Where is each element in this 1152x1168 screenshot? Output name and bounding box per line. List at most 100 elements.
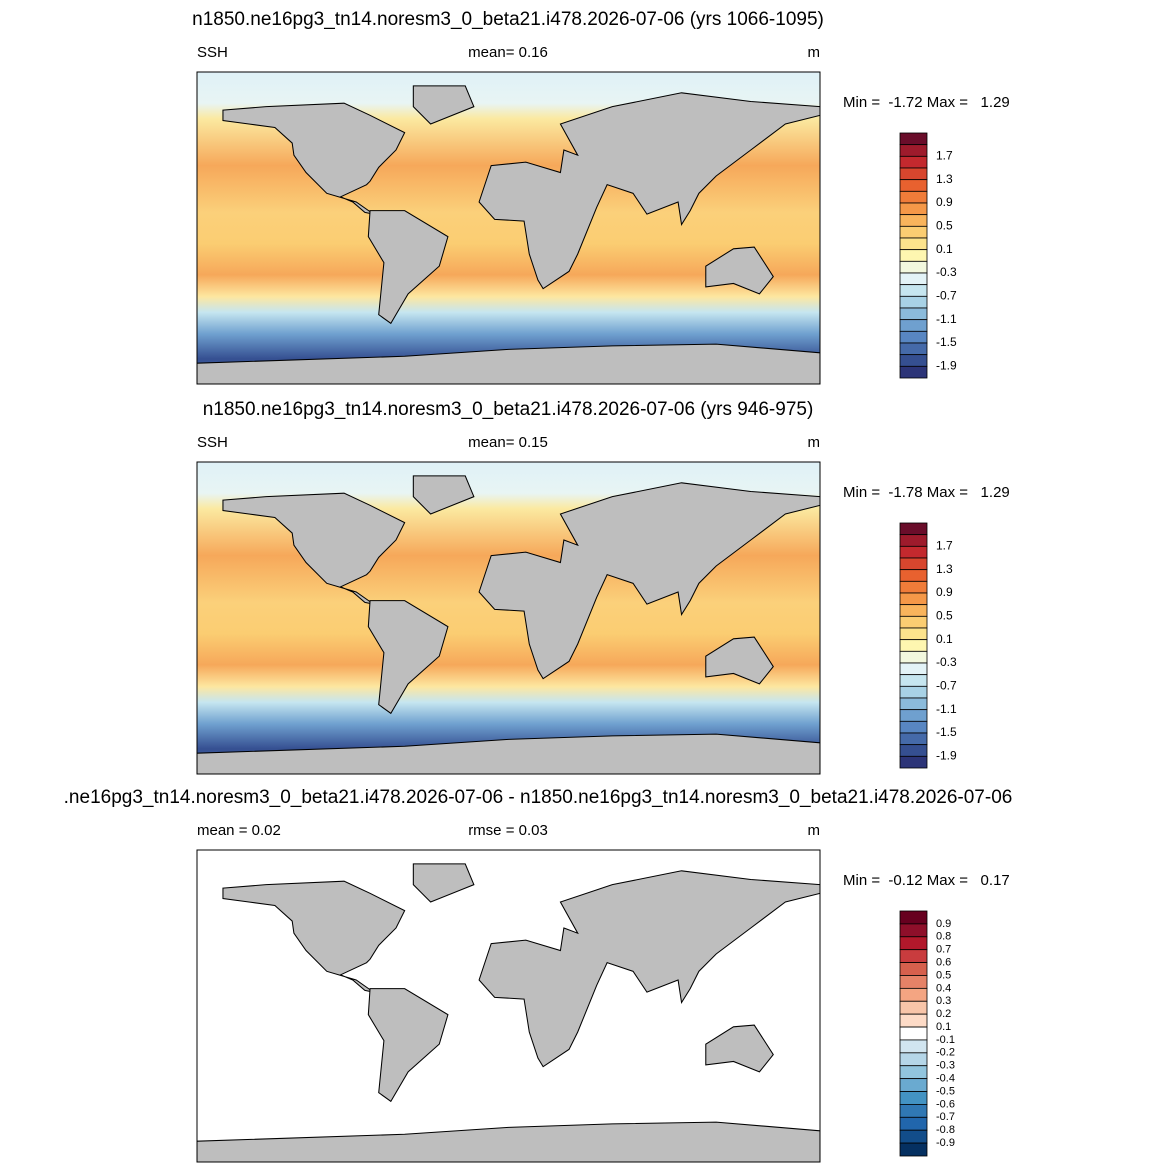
colorbar-box (899, 1078, 928, 1092)
colorbar-box (899, 354, 928, 367)
colorbar-label: 0.3 (936, 995, 951, 1007)
colorbar-box (899, 1013, 928, 1028)
colorbar-box (899, 1026, 928, 1041)
colorbar-label: -1.9 (936, 359, 957, 373)
colorbar-box (899, 342, 928, 356)
colorbar-box (899, 962, 928, 976)
colorbar-box (899, 949, 928, 963)
colorbar-label: 0.6 (936, 956, 951, 968)
colorbar-box (899, 650, 928, 664)
colorbar-label: 0.5 (936, 609, 953, 623)
colorbar-box (899, 1000, 928, 1015)
colorbar-label: 0.9 (936, 585, 953, 599)
panel-title: .ne16pg3_tn14.noresm3_0_beta21.i478.2026… (64, 787, 1013, 808)
colorbar-label: 0.1 (936, 242, 953, 256)
colorbar-box (899, 249, 928, 262)
colorbar-box (899, 1116, 928, 1131)
colorbar-box (899, 522, 928, 536)
left-label: mean = 0.02 (197, 822, 281, 839)
colorbar-label: 0.9 (936, 195, 953, 209)
colorbar-label: 0.5 (936, 969, 951, 981)
colorbar-box (899, 1142, 928, 1157)
colorbar-box (899, 1091, 928, 1105)
colorbar-label: 0.8 (936, 931, 951, 943)
map-frame (196, 849, 821, 1163)
colorbar-label: 0.7 (936, 944, 951, 956)
map-frame (196, 71, 821, 385)
colorbar-label: -0.6 (936, 1098, 955, 1110)
colorbar-box (899, 1052, 928, 1067)
colorbar-box (899, 923, 928, 938)
colorbar-box (899, 214, 928, 227)
colorbar-box (899, 167, 928, 181)
colorbar-label: -0.7 (936, 1111, 955, 1123)
colorbar-label: -0.2 (936, 1047, 955, 1059)
colorbar-box (899, 132, 928, 146)
colorbar-box (899, 272, 928, 286)
colorbar-label: -0.9 (936, 1137, 955, 1149)
colorbar-box (899, 755, 928, 769)
colorbar-box (899, 319, 928, 332)
colorbar-box (899, 295, 928, 309)
min-max: Min = -0.12 Max = 0.17 (843, 872, 1010, 889)
panel-title: n1850.ne16pg3_tn14.noresm3_0_beta21.i478… (192, 9, 824, 30)
colorbar-box (899, 709, 928, 722)
colorbar-label: -1.5 (936, 725, 957, 739)
colorbar-box (899, 155, 928, 169)
colorbar-label: -1.5 (936, 335, 957, 349)
colorbar-label: -0.3 (936, 655, 957, 669)
center-label: rmse = 0.03 (468, 822, 548, 839)
panel: n1850.ne16pg3_tn14.noresm3_0_beta21.i478… (196, 399, 1010, 775)
right-label: m (808, 44, 821, 61)
panel-title: n1850.ne16pg3_tn14.noresm3_0_beta21.i478… (203, 399, 814, 420)
colorbar-box (899, 592, 928, 606)
colorbar-box (899, 580, 928, 594)
colorbar-label: -0.7 (936, 679, 957, 693)
colorbar-box (899, 202, 928, 216)
colorbar-box (899, 569, 928, 582)
colorbar-label: -0.7 (936, 289, 957, 303)
center-label: mean= 0.16 (468, 44, 548, 61)
colorbar-box (899, 1104, 928, 1118)
left-label: SSH (197, 434, 228, 451)
colorbar-box (899, 639, 928, 652)
colorbar-box (899, 697, 928, 711)
colorbar-label: 0.4 (936, 982, 951, 994)
right-label: m (808, 434, 821, 451)
colorbar-box (899, 720, 928, 734)
colorbar-box (899, 627, 928, 641)
colorbar-box (899, 307, 928, 321)
colorbar-box (899, 144, 928, 157)
colorbar-box (899, 545, 928, 559)
colorbar-box (899, 179, 928, 192)
colorbar-box (899, 662, 928, 676)
colorbar-label: -0.8 (936, 1124, 955, 1136)
min-max: Min = -1.72 Max = 1.29 (843, 94, 1010, 111)
colorbar-label: 0.1 (936, 1021, 951, 1033)
colorbar-box (899, 330, 928, 344)
colorbar-label: -1.9 (936, 749, 957, 763)
colorbar-box (899, 604, 928, 617)
colorbar-box (899, 365, 928, 379)
colorbar-box (899, 190, 928, 204)
colorbar-box (899, 1129, 928, 1144)
colorbar-box (899, 534, 928, 547)
colorbar-box (899, 732, 928, 746)
colorbar-box (899, 910, 928, 925)
colorbar-box (899, 987, 928, 1002)
colorbar-label: 0.9 (936, 918, 951, 930)
colorbar-box (899, 936, 928, 951)
colorbar-label: -0.5 (936, 1085, 955, 1097)
colorbar-box (899, 975, 928, 989)
colorbar-label: 0.5 (936, 219, 953, 233)
colorbar-label: 1.7 (936, 539, 953, 553)
colorbar-label: -0.1 (936, 1034, 955, 1046)
colorbar-box (899, 685, 928, 699)
colorbar-label: 1.7 (936, 149, 953, 163)
colorbar-box (899, 237, 928, 251)
colorbar-box (899, 744, 928, 757)
colorbar-label: 1.3 (936, 562, 953, 576)
left-label: SSH (197, 44, 228, 61)
colorbar-label: -0.3 (936, 1060, 955, 1072)
colorbar-label: -1.1 (936, 312, 957, 326)
